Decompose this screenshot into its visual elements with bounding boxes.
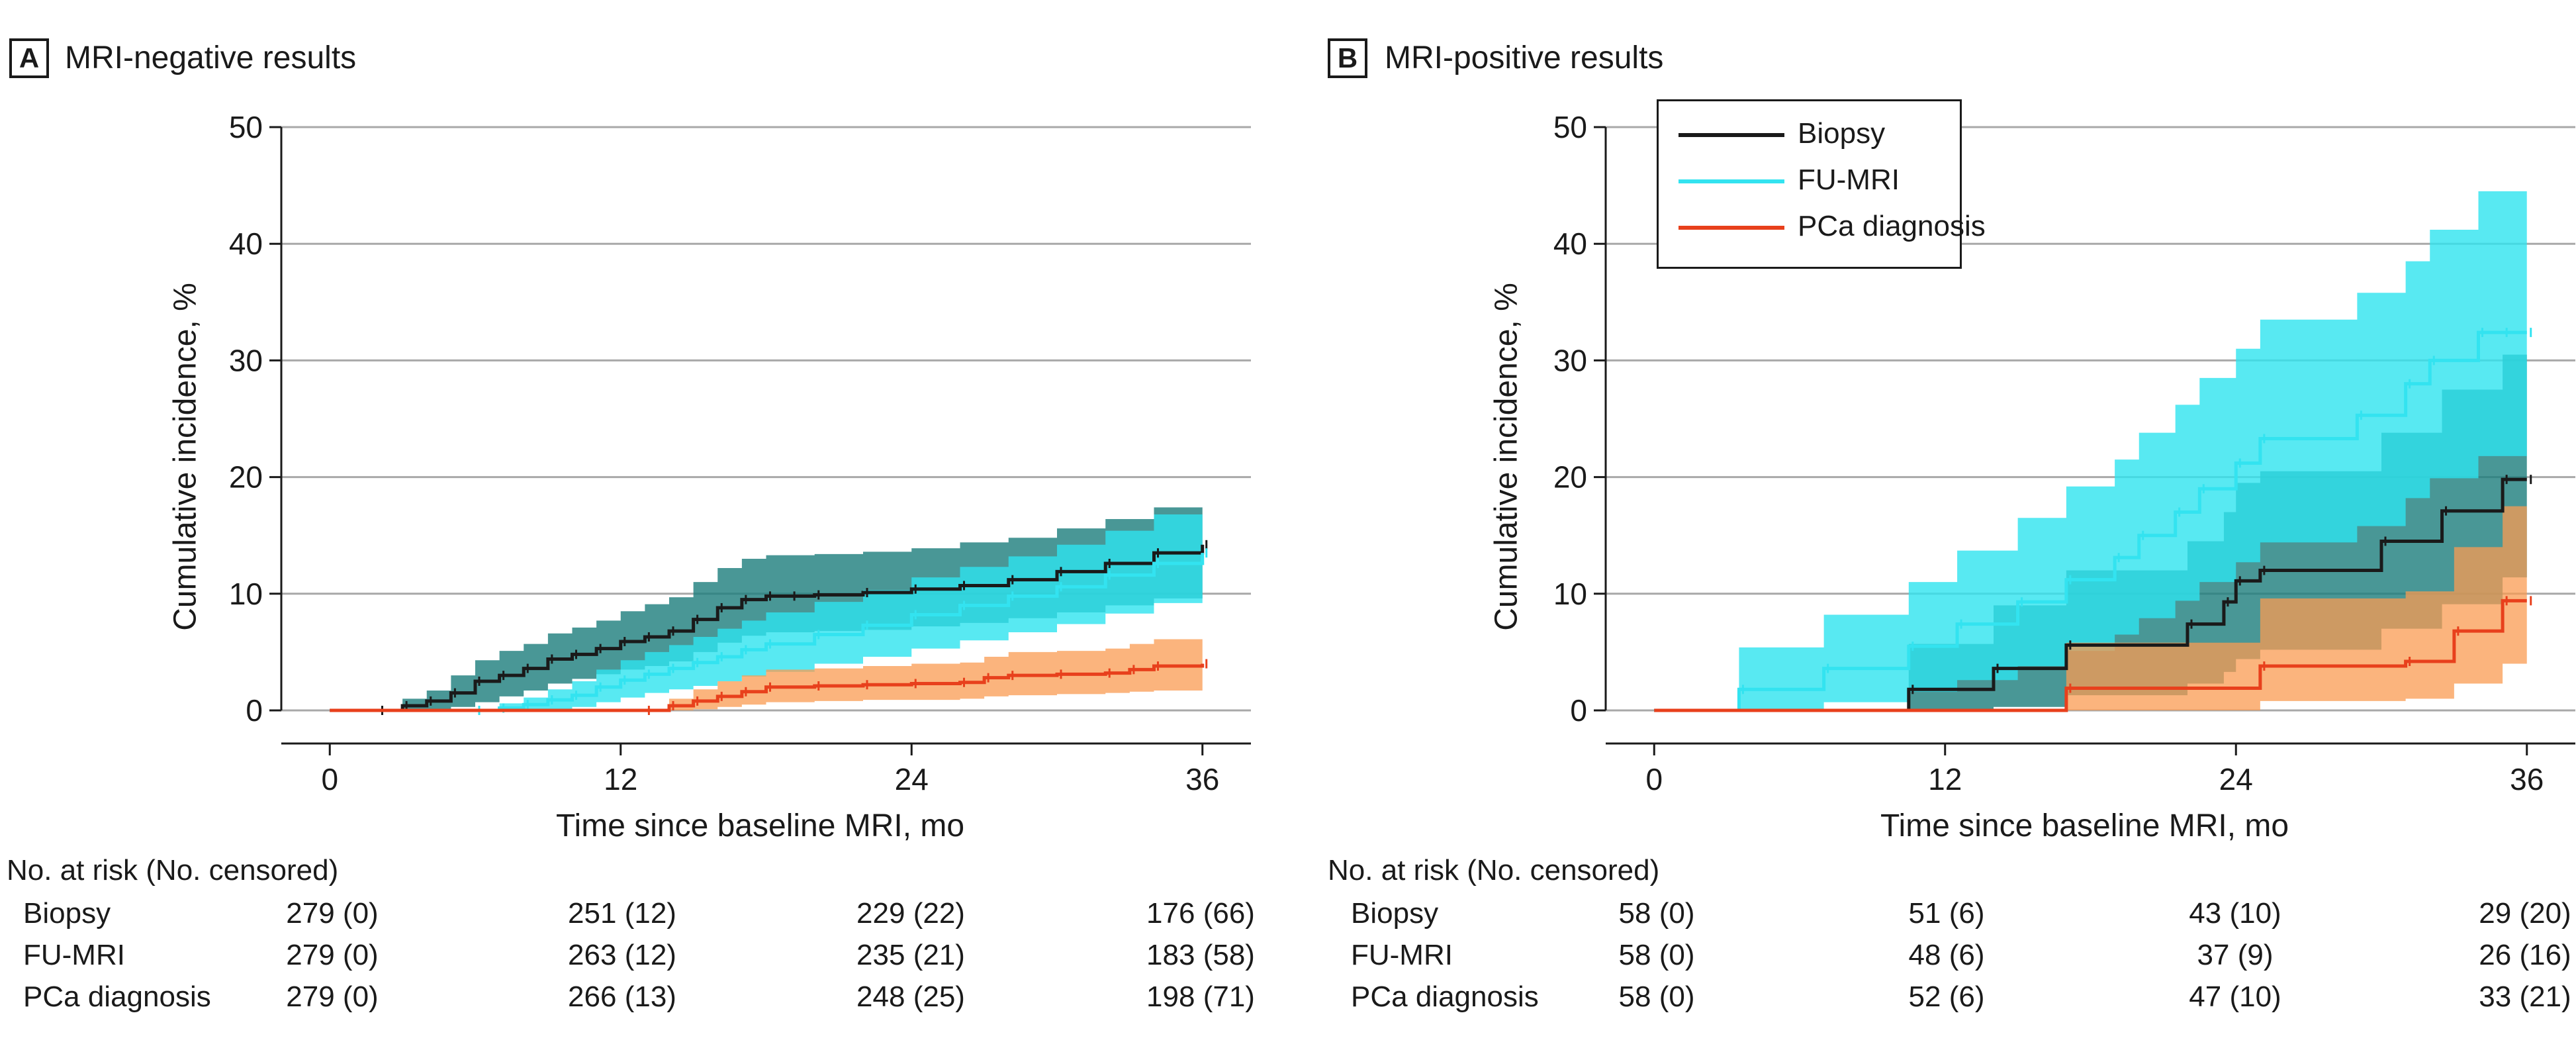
y-tick-label: 0 — [246, 693, 263, 728]
x-tick-label: 12 — [604, 762, 637, 796]
x-tick-label: 0 — [321, 762, 338, 796]
x-tick-label: 0 — [1645, 762, 1663, 796]
ci-band-fu-mri — [330, 486, 1203, 710]
legend-label: FU-MRI — [1798, 164, 1900, 196]
risk-cell: 229 (22) — [856, 897, 965, 930]
risk-table-header: No. at risk (No. censored) — [1328, 854, 1660, 886]
y-tick-label: 20 — [229, 460, 263, 495]
ci-band-biopsy — [330, 495, 1203, 710]
risk-cell: 33 (21) — [2479, 981, 2571, 1013]
risk-cell: 279 (0) — [286, 939, 379, 971]
panel-letter: B — [1328, 38, 1367, 78]
risk-row-label: PCa diagnosis — [23, 981, 211, 1013]
series-line-biopsy — [1654, 477, 2527, 712]
risk-cell: 251 (12) — [568, 897, 676, 930]
risk-cell: 198 (71) — [1146, 981, 1255, 1013]
risk-cell: 248 (25) — [856, 981, 965, 1013]
risk-cell: 176 (66) — [1146, 897, 1255, 930]
y-tick-label: 20 — [1553, 460, 1587, 495]
y-tick-label: 40 — [229, 226, 263, 261]
risk-table-header: No. at risk (No. censored) — [7, 854, 339, 886]
legend-swatch-fu-mri — [1679, 179, 1784, 183]
risk-cell: 279 (0) — [286, 897, 379, 930]
ci-band-pca — [1654, 506, 2527, 710]
risk-cell: 52 (6) — [1908, 981, 1985, 1013]
risk-cell: 47 (10) — [2189, 981, 2281, 1013]
y-tick-label: 50 — [1553, 110, 1587, 144]
risk-cell: 279 (0) — [286, 981, 379, 1013]
legend: Biopsy FU-MRI PCa diagnosis — [1657, 99, 1986, 269]
x-tick-label: 24 — [2219, 762, 2253, 796]
panel-title: MRI-positive results — [1385, 40, 1664, 75]
panel-b: B MRI-positive results 0 10 20 30 40 50 0 12 24 3… — [1288, 0, 2576, 1054]
risk-row-label: FU-MRI — [23, 939, 125, 971]
legend-swatch-biopsy — [1679, 133, 1784, 137]
y-axis-title: Cumulative incidence, % — [167, 283, 203, 631]
x-tick-label: 12 — [1928, 762, 1962, 796]
risk-cell: 58 (0) — [1618, 897, 1695, 930]
risk-cell: 235 (21) — [856, 939, 965, 971]
risk-table: No. at risk (No. censored) Biopsy 279 (0)… — [0, 854, 1288, 1053]
x-tick-label: 36 — [1185, 762, 1219, 796]
series-line-fu-mri — [1654, 330, 2527, 712]
risk-cell: 58 (0) — [1618, 939, 1695, 971]
ci-band-fu-mri — [1654, 191, 2527, 710]
y-tick-label: 0 — [1570, 693, 1587, 728]
risk-cell: 51 (6) — [1908, 897, 1985, 930]
risk-cell: 263 (12) — [568, 939, 676, 971]
legend-swatch-pca — [1679, 226, 1784, 230]
x-tick-label: 36 — [2510, 762, 2544, 796]
risk-cell: 58 (0) — [1618, 981, 1695, 1013]
risk-table: No. at risk (No. censored) Biopsy 58 (0) 5… — [1288, 854, 2576, 1053]
risk-cell: 183 (58) — [1146, 939, 1255, 971]
x-tick-label: 24 — [895, 762, 929, 796]
risk-cell: 48 (6) — [1908, 939, 1985, 971]
series-line-pca — [1654, 599, 2527, 712]
y-tick-label: 30 — [229, 343, 263, 377]
risk-row-label: PCa diagnosis — [1351, 981, 1539, 1013]
x-axis-title: Time since baseline MRI, mo — [1880, 808, 2289, 843]
y-tick-label: 50 — [229, 110, 263, 144]
legend-label: Biopsy — [1798, 117, 1886, 150]
series-line-pca — [330, 663, 1205, 712]
ci-band-pca — [330, 634, 1203, 710]
plot-area: 0 10 20 30 40 50 0 12 24 36 — [1553, 110, 2575, 796]
risk-row-label: FU-MRI — [1351, 939, 1453, 971]
panel-title: MRI-negative results — [65, 40, 357, 75]
series-line-biopsy — [330, 544, 1205, 712]
y-tick-label: 30 — [1553, 343, 1587, 377]
y-tick-label: 10 — [1553, 577, 1587, 611]
panel-letter: A — [9, 38, 49, 78]
x-axis-title: Time since baseline MRI, mo — [556, 808, 965, 843]
risk-cell: 37 (9) — [2197, 939, 2274, 971]
plot-area: 0 10 20 30 40 50 0 12 24 36 — [229, 110, 1251, 796]
legend-label: PCa diagnosis — [1798, 210, 1986, 242]
y-axis-title: Cumulative incidence, % — [1489, 283, 1524, 631]
risk-row-label: Biopsy — [1351, 897, 1439, 930]
risk-cell: 26 (16) — [2479, 939, 2571, 971]
panel-a: A MRI-negative results 0 10 20 30 40 50 0 12 24 3… — [0, 38, 1288, 1053]
y-tick-label: 10 — [229, 577, 263, 611]
risk-cell: 43 (10) — [2189, 897, 2281, 930]
risk-cell: 266 (13) — [568, 981, 676, 1013]
risk-row-label: Biopsy — [23, 897, 111, 930]
y-tick-label: 40 — [1553, 226, 1587, 261]
risk-cell: 29 (20) — [2479, 897, 2571, 930]
